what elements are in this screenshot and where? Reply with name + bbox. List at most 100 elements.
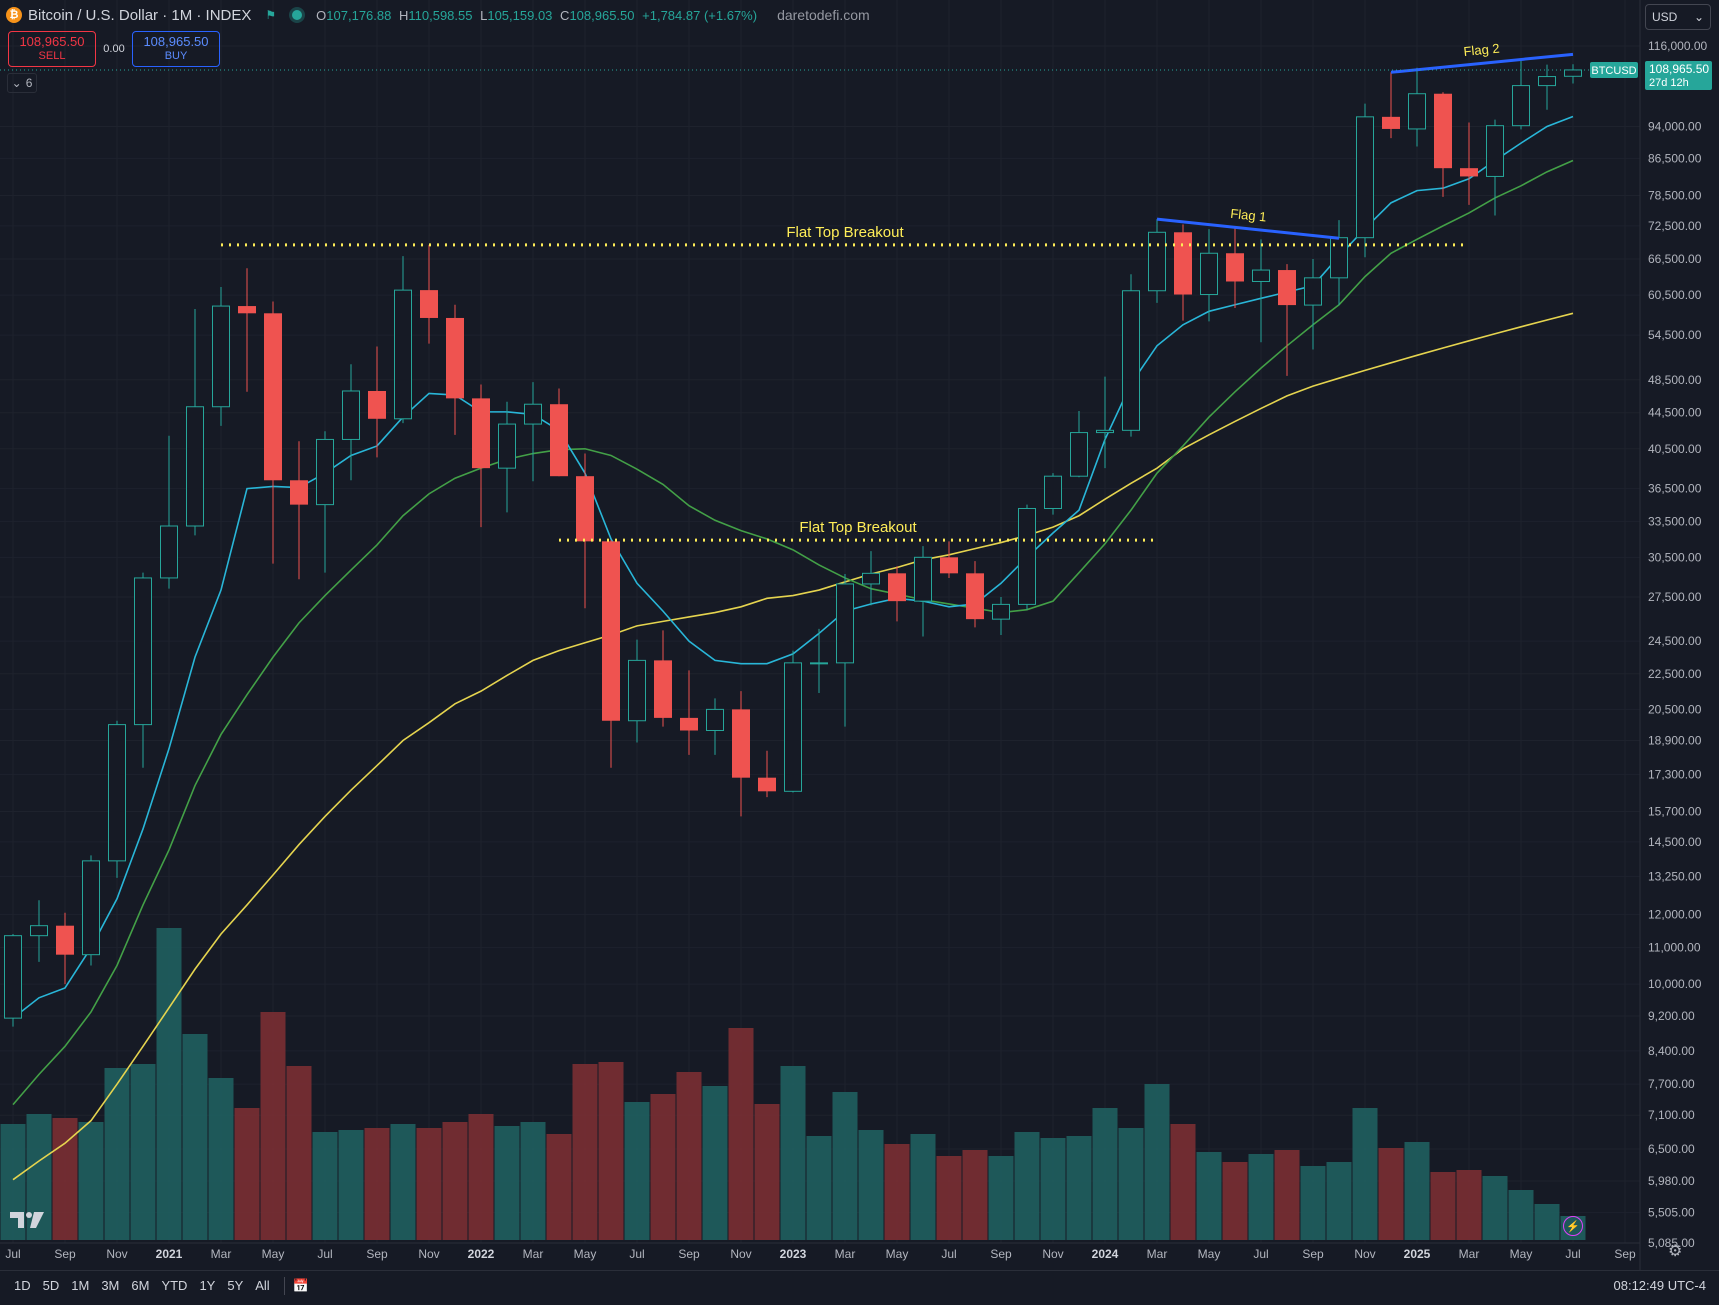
timeframe-1m[interactable]: 1M [71,1278,90,1293]
chevron-down-icon: ⌄ [11,76,22,90]
x-axis-label: Jul [317,1247,332,1261]
candle-body [1564,69,1582,77]
y-axis-label: 6,500.00 [1648,1142,1695,1156]
y-axis-label: 40,500.00 [1648,442,1702,456]
ema-slow-line [12,312,1574,1181]
tradingview-logo-icon[interactable] [10,1210,46,1230]
symbol-tag-label: BTCUSD [1591,65,1636,77]
volume-bar [520,1122,546,1240]
volume-bar [962,1150,988,1240]
timeframe-3m[interactable]: 3M [101,1278,120,1293]
timeframe-1d[interactable]: 1D [14,1278,31,1293]
y-axis-label: 27,500.00 [1648,590,1702,604]
volume-bar [1326,1162,1352,1240]
timeframe-6m[interactable]: 6M [131,1278,150,1293]
y-axis-label: 20,500.00 [1648,702,1702,716]
timeframe-all[interactable]: All [255,1278,270,1293]
timeframe-5d[interactable]: 5D [42,1278,60,1293]
x-axis-label: May [1510,1247,1533,1261]
candle-body [1122,290,1140,431]
close-value: 108,965.50 [569,7,635,23]
x-axis-label: Jul [941,1247,956,1261]
volume-bar [104,1068,130,1240]
calendar-icon[interactable]: 📅 [292,1277,309,1293]
candle-body [472,398,490,469]
timeframe-ytd[interactable]: YTD [161,1278,188,1293]
x-axis-label: Mar [211,1247,232,1261]
spread-value: 0.00 [103,43,125,55]
y-axis-label: 78,500.00 [1648,188,1702,202]
candle-body [1460,168,1478,177]
y-axis-label: 5,085.00 [1648,1236,1695,1250]
candle-body [732,709,750,778]
buy-label: BUY [164,50,188,62]
price-tag [1645,60,1712,90]
x-axis-label: Nov [1042,1247,1063,1261]
flag-label: Flag 1 [1230,206,1268,225]
x-axis-label: Jul [1253,1247,1268,1261]
price-tag-countdown: 27d 12h [1649,77,1689,89]
y-axis-label: 15,700.00 [1648,804,1702,818]
candle-body [1304,277,1322,306]
volume-bar [702,1086,728,1240]
volume-bar [1118,1128,1144,1240]
volume-bar [780,1066,806,1240]
volume-bar [1352,1108,1378,1240]
symbol-title[interactable]: Bitcoin / U.S. Dollar · 1M · INDEX [28,6,252,24]
y-axis-label: 48,500.00 [1648,373,1702,387]
y-axis-label: 7,700.00 [1648,1077,1695,1091]
y-axis-label: 13,250.00 [1648,869,1702,883]
timeframe-1y[interactable]: 1Y [199,1278,216,1293]
x-axis-label: May [886,1247,909,1261]
volume-bar [832,1092,858,1240]
candle-body [108,724,126,862]
candle-body [82,860,100,956]
volume-bar [650,1094,676,1240]
volume-bar [1378,1148,1404,1240]
volume-bar [858,1130,884,1240]
sell-button[interactable]: 108,965.50 SELL [8,31,96,67]
volume-bar [728,1028,754,1240]
low-value: 105,159.03 [487,7,553,23]
volume-bar [1066,1136,1092,1240]
volume-bar [910,1134,936,1240]
x-axis-label: 2025 [1404,1247,1431,1261]
flag-icon[interactable]: ⚑ [265,8,277,22]
y-axis-label: 12,000.00 [1648,907,1702,921]
x-axis-label: 2021 [156,1247,183,1261]
candle-body [576,476,594,542]
y-axis-label: 24,500.00 [1648,634,1702,648]
currency-select[interactable]: USD ⌄ [1645,4,1711,30]
chevron-down-icon: ⌄ [1693,10,1704,24]
x-axis-label: Mar [1147,1247,1168,1261]
market-status-icon [292,10,303,20]
buy-button[interactable]: 108,965.50 BUY [132,31,220,67]
candle-body [758,777,776,792]
candle-body [1382,116,1400,129]
y-axis-label: 10,000.00 [1648,977,1702,991]
timeframe-5y[interactable]: 5Y [227,1278,244,1293]
x-axis-label: Jul [5,1247,20,1261]
x-axis-label: Nov [418,1247,439,1261]
volume-bar [1248,1154,1274,1240]
volume-bar [936,1156,962,1240]
candle-body [134,577,152,726]
lightning-icon[interactable]: ⚡ [1563,1216,1583,1236]
indicators-toggle[interactable]: ⌄ 6 [7,73,37,93]
x-axis-label: Sep [678,1247,700,1261]
gear-icon[interactable]: ⚙ [1668,1243,1683,1260]
y-axis-label: 86,500.00 [1648,151,1702,165]
change-value: +1,784.87 (+1.67%) [642,7,758,23]
candle-body [498,423,516,469]
x-axis-label: May [574,1247,597,1261]
volume-bar [1274,1150,1300,1240]
bottom-toolbar: 1D 5D 1M 3M 6M YTD 1Y 5Y All 📅 08:12:49 … [0,1270,1719,1300]
y-axis-label: 9,200.00 [1648,1009,1695,1023]
candle-body [654,660,672,718]
trade-panel: 108,965.50 SELL 0.00 108,965.50 BUY [8,31,220,67]
y-axis-label: 17,300.00 [1648,767,1702,781]
volume-bar [1170,1124,1196,1240]
flag-trendline [1390,52,1574,74]
